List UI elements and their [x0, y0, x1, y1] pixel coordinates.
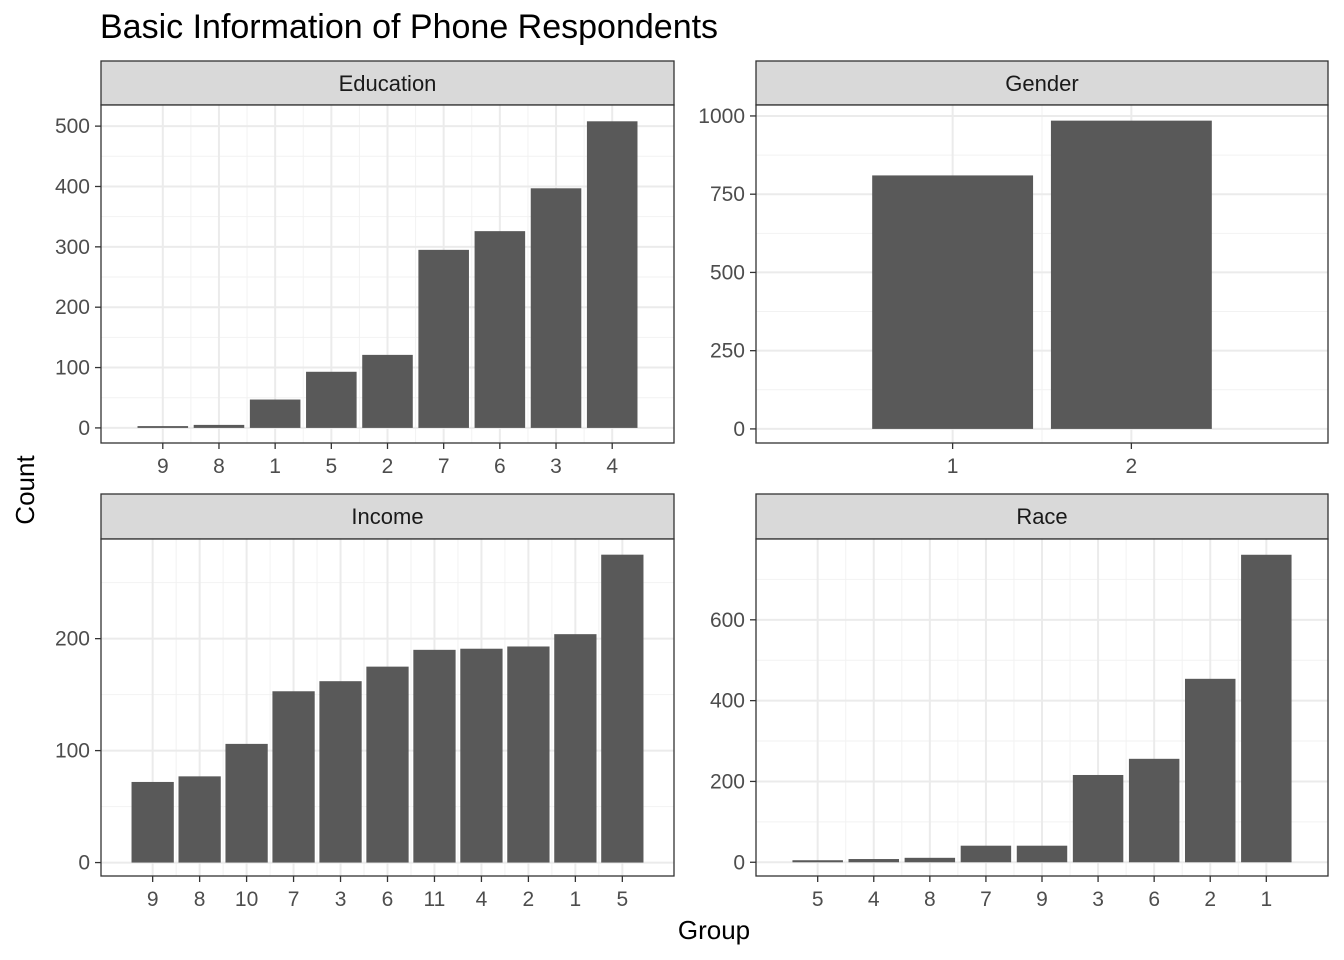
y-tick-label: 200 [55, 296, 90, 319]
bar-race-2 [1185, 678, 1236, 863]
bar-education-9 [137, 426, 189, 428]
x-tick-label: 1 [1260, 888, 1272, 911]
bar-education-2 [362, 354, 413, 428]
x-tick-label: 3 [1092, 888, 1104, 911]
bar-race-8 [904, 857, 956, 863]
y-tick-label: 750 [710, 183, 745, 206]
bar-gender-1 [872, 175, 1034, 429]
x-tick-label: 8 [213, 455, 225, 478]
x-tick-label: 1 [570, 888, 582, 911]
x-tick-label: 2 [382, 455, 394, 478]
x-tick-label: 1 [947, 455, 959, 478]
bar-education-4 [586, 121, 638, 428]
y-tick-label: 300 [55, 236, 90, 259]
x-tick-label: 11 [424, 888, 446, 911]
y-tick-label: 250 [710, 340, 745, 363]
x-tick-label: 5 [812, 888, 824, 911]
x-tick-label: 9 [147, 888, 159, 911]
x-tick-label: 6 [494, 455, 506, 478]
bar-education-1 [249, 399, 301, 428]
strip-label-race: Race [1016, 504, 1067, 529]
x-tick-label: 6 [382, 888, 394, 911]
y-tick-label: 400 [55, 175, 90, 198]
x-tick-label: 6 [1148, 888, 1160, 911]
bar-income-2 [507, 646, 550, 863]
panel-gender: Gender 0 250 500 750 1000 1 2 [698, 60, 1329, 478]
strip-gender [755, 60, 1329, 106]
x-tick-label: 8 [194, 888, 206, 911]
bar-race-3 [1072, 774, 1124, 863]
x-tick-label: 4 [476, 888, 488, 911]
panel-border [755, 104, 1329, 444]
y-tick-label: 200 [55, 628, 90, 651]
x-tick-label: 2 [1204, 888, 1216, 911]
x-tick-label: 1 [269, 455, 281, 478]
bar-income-7 [272, 691, 315, 863]
y-tick-label: 500 [710, 261, 745, 284]
strip-race [755, 493, 1329, 540]
x-tick-label: 7 [288, 888, 300, 911]
bar-income-4 [460, 648, 503, 863]
bar-income-10 [225, 743, 268, 863]
bar-education-3 [530, 188, 582, 428]
x-tick-label: 8 [924, 888, 936, 911]
y-tick-label: 500 [55, 115, 90, 138]
x-tick-label: 5 [616, 888, 628, 911]
bar-race-1 [1241, 554, 1292, 863]
bar-race-5 [792, 860, 843, 863]
bar-gender-2 [1050, 120, 1212, 429]
bar-income-6 [366, 666, 409, 863]
panel-race: Race 0 200 400 600 5 4 8 7 9 3 6 2 1 [710, 493, 1329, 911]
bar-income-11 [413, 649, 456, 863]
x-tick-label: 3 [550, 455, 562, 478]
panel-education: Education 0 100 200 300 400 500 9 8 1 5 2 7 6 3 4 [55, 60, 675, 478]
y-tick-label: 0 [78, 852, 90, 875]
bar-income-5 [601, 554, 644, 863]
x-tick-label: 9 [1036, 888, 1048, 911]
strip-education [100, 60, 675, 106]
y-tick-label: 100 [55, 740, 90, 763]
bar-race-7 [960, 845, 1012, 863]
y-tick-label: 400 [710, 690, 745, 713]
x-tick-label: 7 [980, 888, 992, 911]
bar-education-5 [306, 371, 357, 428]
y-tick-label: 0 [733, 418, 745, 441]
bar-income-8 [178, 776, 221, 863]
bar-income-9 [131, 781, 174, 863]
strip-label-education: Education [339, 71, 437, 96]
bar-race-4 [848, 859, 899, 863]
x-tick-label: 5 [325, 455, 337, 478]
bar-race-9 [1016, 845, 1068, 863]
x-tick-label: 4 [606, 455, 618, 478]
bar-income-3 [319, 681, 362, 863]
chart-title: Basic Information of Phone Respondents [100, 8, 718, 46]
bar-education-6 [474, 231, 526, 428]
strip-label-gender: Gender [1005, 71, 1078, 96]
bar-education-7 [418, 249, 469, 428]
x-tick-label: 3 [335, 888, 347, 911]
y-tick-label: 0 [78, 417, 90, 440]
x-tick-label: 10 [235, 888, 258, 911]
x-tick-label: 9 [157, 455, 169, 478]
x-tick-label: 4 [868, 888, 880, 911]
y-tick-label: 1000 [698, 105, 745, 128]
bar-race-6 [1128, 758, 1180, 863]
x-axis-title: Group [678, 915, 750, 945]
y-axis-title: Count [10, 455, 40, 525]
x-tick-label: 2 [523, 888, 535, 911]
y-tick-label: 200 [710, 770, 745, 793]
y-tick-label: 600 [710, 609, 745, 632]
bar-income-1 [554, 634, 597, 863]
y-tick-label: 0 [733, 851, 745, 874]
y-tick-label: 100 [55, 357, 90, 380]
bar-education-8 [193, 424, 245, 428]
panel-income: Income 0 100 200 9 8 10 7 3 6 11 4 2 1 5 [55, 493, 675, 911]
strip-label-income: Income [351, 504, 423, 529]
x-tick-label: 7 [438, 455, 450, 478]
x-tick-label: 2 [1126, 455, 1138, 478]
